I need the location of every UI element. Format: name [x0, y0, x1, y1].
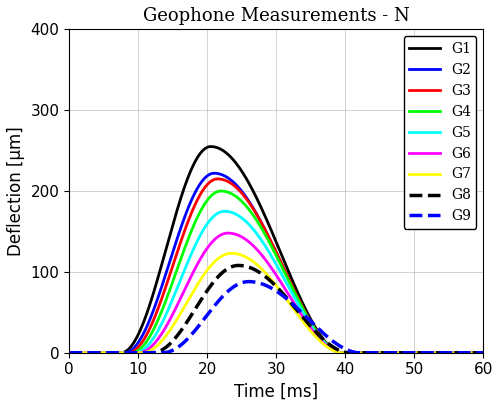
G3 [480, 350, 486, 355]
G6 [225, 231, 231, 235]
G7 [268, 277, 274, 282]
Line: G4: G4 [69, 191, 484, 353]
G9 [246, 279, 252, 284]
G4 [218, 188, 224, 193]
G8 [88, 350, 94, 355]
Line: G7: G7 [69, 253, 484, 353]
G7 [228, 251, 234, 256]
G1 [468, 350, 474, 355]
G1 [392, 350, 398, 355]
G9 [268, 285, 274, 290]
G8 [66, 350, 72, 355]
G9 [88, 350, 94, 355]
G8 [268, 279, 274, 284]
G6 [468, 350, 474, 355]
G2 [257, 217, 263, 222]
G2 [480, 350, 486, 355]
Line: G2: G2 [69, 173, 484, 353]
G3 [468, 350, 474, 355]
G8 [236, 263, 242, 268]
G1 [257, 202, 263, 207]
G8 [468, 350, 474, 355]
G2 [468, 350, 474, 355]
G3 [257, 217, 263, 222]
G4 [480, 350, 486, 355]
G9 [392, 350, 398, 355]
G3 [214, 176, 220, 181]
G7 [66, 350, 72, 355]
G5 [222, 209, 228, 214]
G3 [392, 350, 398, 355]
Line: G8: G8 [69, 266, 484, 353]
G2 [468, 350, 474, 355]
G7 [392, 350, 398, 355]
G6 [88, 350, 94, 355]
Line: G1: G1 [69, 146, 484, 353]
X-axis label: Time [ms]: Time [ms] [234, 383, 318, 401]
G3 [88, 350, 94, 355]
Legend: G1, G2, G3, G4, G5, G6, G7, G8, G9: G1, G2, G3, G4, G5, G6, G7, G8, G9 [404, 36, 476, 229]
G5 [257, 235, 263, 240]
G1 [468, 350, 474, 355]
G8 [257, 270, 263, 275]
G4 [468, 350, 474, 355]
G2 [392, 350, 398, 355]
G1 [480, 350, 486, 355]
G5 [468, 350, 474, 355]
G5 [268, 253, 274, 257]
G7 [257, 265, 263, 270]
G5 [66, 350, 72, 355]
Line: G6: G6 [69, 233, 484, 353]
G1 [268, 227, 274, 232]
G1 [66, 350, 72, 355]
G6 [257, 250, 263, 255]
G7 [480, 350, 486, 355]
G6 [66, 350, 72, 355]
G4 [468, 350, 474, 355]
Line: G3: G3 [69, 179, 484, 353]
G2 [88, 350, 94, 355]
G3 [268, 239, 274, 244]
G9 [468, 350, 474, 355]
G6 [468, 350, 474, 355]
G5 [480, 350, 486, 355]
G2 [268, 239, 274, 244]
G8 [468, 350, 474, 355]
G6 [268, 265, 274, 270]
G3 [468, 350, 474, 355]
G8 [480, 350, 486, 355]
G5 [88, 350, 94, 355]
G9 [480, 350, 486, 355]
Title: Geophone Measurements - N: Geophone Measurements - N [143, 7, 409, 25]
G7 [468, 350, 474, 355]
G4 [66, 350, 72, 355]
G2 [66, 350, 72, 355]
Line: G9: G9 [69, 282, 484, 353]
G6 [392, 350, 398, 355]
G7 [88, 350, 94, 355]
G6 [480, 350, 486, 355]
Y-axis label: Deflection [μm]: Deflection [μm] [7, 126, 25, 256]
Line: G5: G5 [69, 211, 484, 353]
G7 [468, 350, 474, 355]
G9 [66, 350, 72, 355]
G5 [468, 350, 474, 355]
G4 [257, 223, 263, 228]
G4 [392, 350, 398, 355]
G9 [468, 350, 474, 355]
G1 [88, 350, 94, 355]
G3 [66, 350, 72, 355]
G4 [88, 350, 94, 355]
G4 [268, 242, 274, 247]
G1 [208, 144, 214, 149]
G9 [257, 281, 263, 286]
G8 [392, 350, 398, 355]
G2 [211, 171, 217, 176]
G5 [392, 350, 398, 355]
